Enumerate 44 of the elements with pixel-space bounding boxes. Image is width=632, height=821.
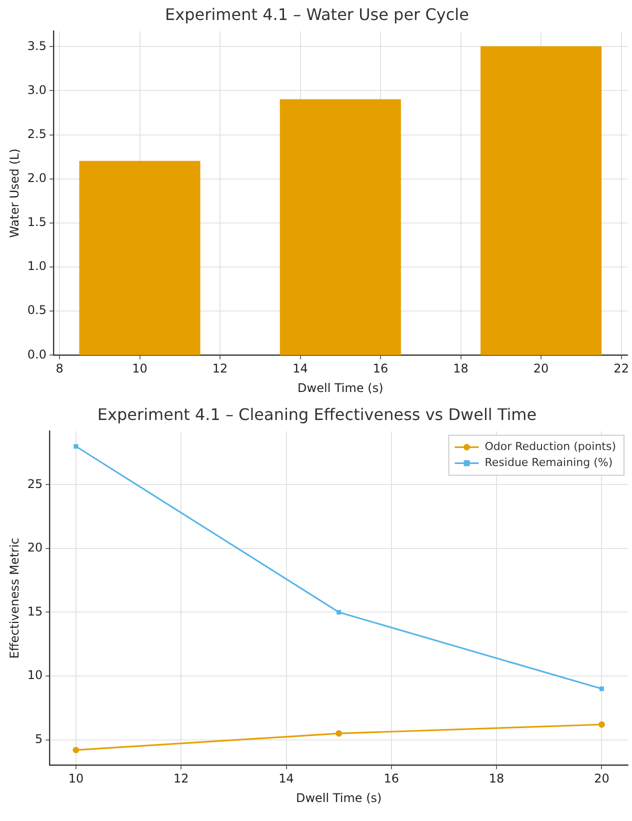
x-tick-label: 10 [132,362,148,376]
x-tick-label: 18 [488,772,504,786]
y-tick-label: 0.5 [27,303,46,318]
y-tick-label: 25 [27,476,43,491]
y-tick-label: 1.5 [27,215,46,230]
point [598,721,605,728]
legend-label: Residue Remaining (%) [484,456,613,470]
y-tick-label: 2.0 [27,171,46,185]
legend-label: Odor Reduction (points) [484,440,616,454]
x-axis-title: Dwell Time (s) [298,380,384,395]
y-axis-title: Effectiveness Metric [7,538,22,659]
x-tick-label: 12 [212,362,228,376]
x-tick-label: 18 [453,362,468,376]
bar [280,99,401,356]
y-axis-title: Water Used (L) [7,148,22,238]
y-tick-label: 20 [27,540,43,555]
x-tick-label: 14 [292,362,308,376]
bar [480,46,602,356]
x-tick-label: 14 [278,772,294,786]
x-tick-label: 12 [173,772,189,786]
x-tick-label: 16 [372,362,388,376]
y-tick-label: 5 [35,732,43,746]
y-tick-label: 15 [27,604,43,618]
point [336,730,342,737]
x-tick-label: 16 [384,772,400,786]
x-tick-label: 8 [56,362,64,376]
x-tick-label: 10 [68,772,84,786]
chart-title: Experiment 4.1 – Cleaning Effectiveness vs Dwell Time [97,404,537,424]
y-tick-label: 2.5 [27,126,46,141]
point [74,444,78,449]
y-tick-label: 1.0 [27,259,46,274]
y-tick-label: 10 [27,668,43,682]
x-tick-label: 20 [594,772,610,786]
x-axis-title: Dwell Time (s) [296,790,382,805]
y-tick-label: 0.0 [27,347,46,362]
chart-title: Experiment 4.1 – Water Use per Cycle [165,4,469,24]
x-tick-label: 22 [614,362,629,376]
bar [79,160,200,356]
x-tick-label: 20 [533,362,549,376]
point [336,610,342,614]
y-tick-label: 3.5 [27,38,46,53]
point [72,746,80,754]
point [599,686,604,692]
y-tick-label: 3.0 [27,82,46,97]
